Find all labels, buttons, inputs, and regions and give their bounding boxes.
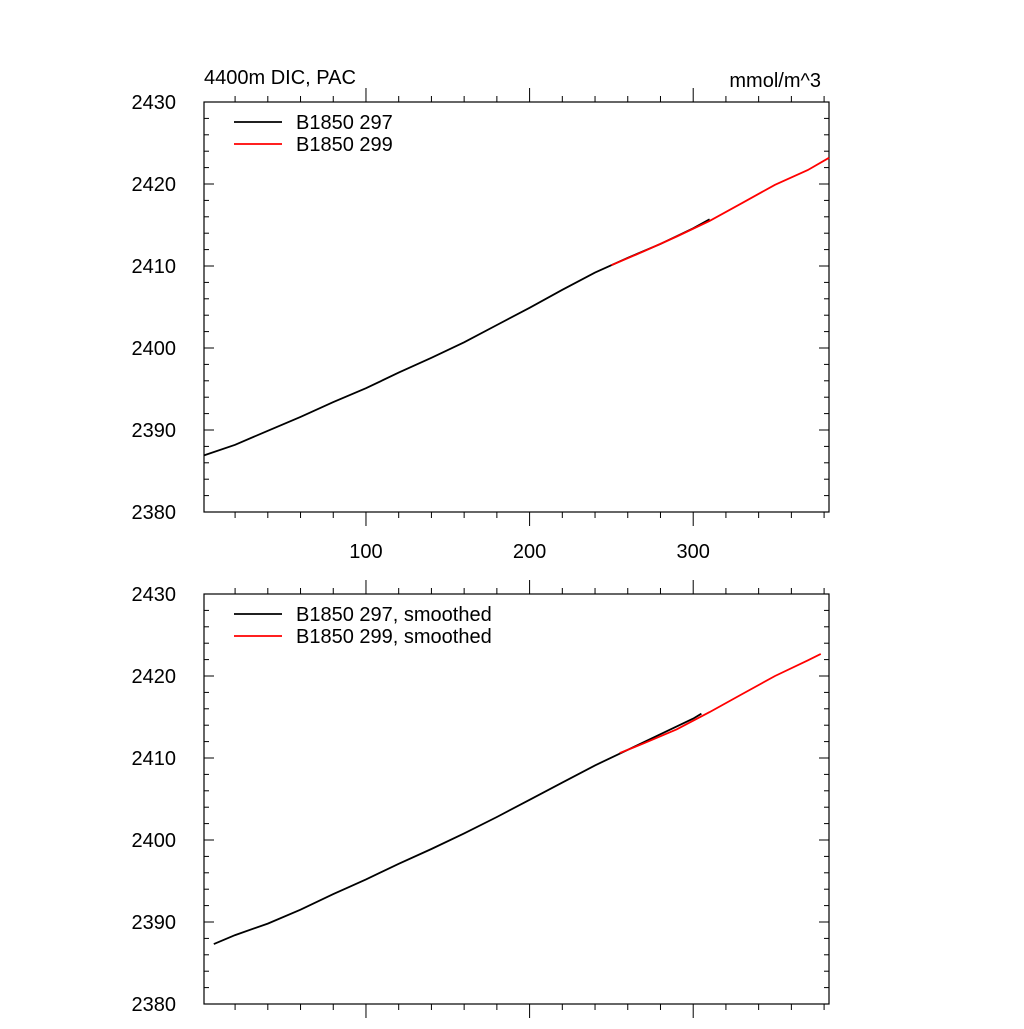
y-tick-label: 2380: [132, 994, 177, 1016]
plot-frame: [203, 101, 830, 513]
y-tick-label: 2410: [132, 748, 177, 770]
y-tick-label: 2420: [132, 174, 177, 196]
chart-panel-2: 2380 2390 2400 2410 2420 2430 B1850 297, smoot…: [132, 580, 830, 1018]
y-tick-label: 2410: [132, 256, 177, 278]
y-tick-label: 2430: [132, 584, 177, 606]
plot-frame: [203, 593, 830, 1005]
legend-label: B1850 299: [296, 134, 393, 156]
chart-panel-1: 2380 2390 2400 2410 2420 2430 100 200 300 4400m D…: [132, 67, 830, 563]
y-tick-label: 2420: [132, 666, 177, 688]
units-label: mmol/m^3: [729, 70, 821, 92]
series-line-2: [619, 653, 822, 754]
y-tick-label: 2390: [132, 912, 177, 934]
y-tick-label: 2380: [132, 502, 177, 524]
y-tick-label: 2400: [132, 338, 177, 360]
x-tick-label: 200: [513, 541, 546, 563]
y-tick-label: 2390: [132, 420, 177, 442]
y-tick-label: 2400: [132, 830, 177, 852]
x-tick-label: 100: [349, 541, 382, 563]
legend-label: B1850 299, smoothed: [296, 626, 492, 648]
series-line-2: [611, 157, 830, 267]
chart-title: 4400m DIC, PAC: [204, 67, 356, 89]
series-line-1: [213, 712, 702, 945]
y-tick-label: 2430: [132, 92, 177, 114]
x-tick-label: 300: [677, 541, 710, 563]
legend-label: B1850 297: [296, 112, 393, 134]
legend-label: B1850 297, smoothed: [296, 604, 492, 626]
